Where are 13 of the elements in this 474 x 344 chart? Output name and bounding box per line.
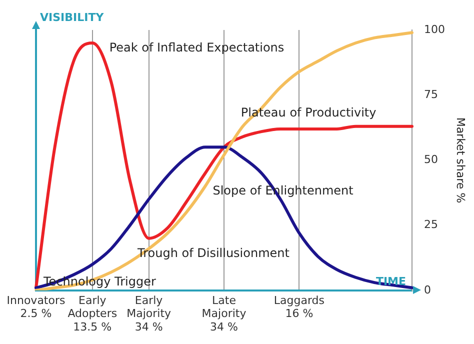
y2-axis-title: Market share % [454, 117, 468, 204]
y-axis-title: VISIBILITY [40, 10, 105, 24]
y2-tick-label: 0 [424, 283, 431, 296]
x-tick-label: Innovators 2.5 % [6, 294, 66, 320]
y2-tick-label: 75 [424, 88, 438, 101]
x-tick-label: Early Majority 34 % [126, 294, 172, 334]
y2-tick-label: 100 [424, 22, 445, 36]
y2-tick-label: 25 [424, 218, 438, 232]
x-tick-label: Late Majority 34 % [202, 294, 247, 334]
y2-tick-label: 50 [424, 153, 438, 166]
annotation: Peak of Inflated Expectations [109, 40, 284, 54]
x-tick-label: Early Adopters 13.5 % [68, 294, 118, 334]
x-tick-label: Laggards 16 % [274, 294, 325, 320]
